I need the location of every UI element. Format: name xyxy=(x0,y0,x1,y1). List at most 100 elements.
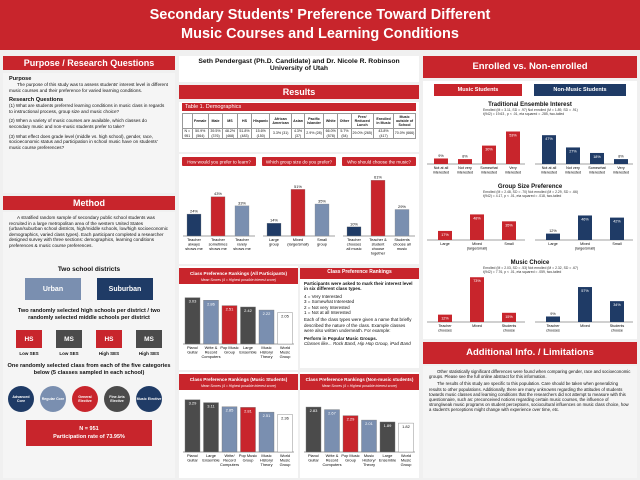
pref-chart-title: How would you prefer to learn? xyxy=(187,159,251,164)
enrolled-bar xyxy=(610,217,624,240)
rank-bar xyxy=(361,419,377,453)
enrolled-bar-label: Mixed (large/small) xyxy=(467,242,487,250)
table-data-row: N = 951 50.9% (564) 39.5% (376) 48.2% (468)… xyxy=(182,127,416,140)
school-ms-low: MS xyxy=(56,330,82,348)
enrolled-bar-label: Large xyxy=(548,242,557,246)
enrolled-stats2: t(942) = 19.63 , p < .01, eta squared = … xyxy=(483,112,564,116)
preference-charts: How would you prefer to learn? 24% Teacher… xyxy=(179,154,419,264)
ranking-charts: Class Preference Rankings (All Participa… xyxy=(179,266,419,478)
additional-p2: The results of this study are specific t… xyxy=(429,381,629,413)
rank-bar xyxy=(221,305,238,345)
scale-1: 1 = Not at all Interested xyxy=(304,310,351,316)
pref-bar-label: Small group xyxy=(317,237,327,246)
affiliation: University of Utah xyxy=(269,65,329,72)
pref-bar-label: Teacher chooses all music xyxy=(346,237,361,251)
pref-chart-header xyxy=(182,157,256,166)
rank-bar-value: 3.03 xyxy=(189,299,198,304)
rank-bar-value: 2.01 xyxy=(365,421,374,426)
classes-title: One randomly selected class from each of… xyxy=(7,363,171,376)
enrolled-bar xyxy=(502,221,516,240)
rank-bar-label: Pop Music Group xyxy=(220,345,238,354)
purpose-heading: Purpose / Research Questions xyxy=(3,56,175,70)
rank-bar-value: 2.51 xyxy=(226,307,235,312)
table-header-cell: Male xyxy=(207,113,224,129)
table-cell: 50.9% (564) xyxy=(191,127,209,140)
pref-bar-label: Teacher always shows me xyxy=(185,237,203,251)
pref-bar-value: 10% xyxy=(350,221,358,226)
rank-info-example: Classes like... Rock Band, Hip Hop Group… xyxy=(304,341,411,347)
rank-bar xyxy=(258,309,275,345)
rank-bar-value: 3.29 xyxy=(189,401,198,406)
enrolled-bar xyxy=(506,131,520,164)
enrolled-bar-label: Somewhat interested xyxy=(588,166,605,174)
table-header-cell: Free/ Reduced Lunch xyxy=(350,113,374,129)
enrolled-section-title: Group Size Preference xyxy=(498,184,563,190)
pref-bar-value: 43% xyxy=(214,191,222,196)
rank-bar xyxy=(221,406,238,453)
rank-title: Class Preference Rankings (Non-music stu… xyxy=(306,377,414,382)
enrolled-bar-value: 27% xyxy=(569,149,577,153)
class-advanced-core: Advanced Core xyxy=(8,386,34,412)
table-header-cell: MS xyxy=(222,113,238,129)
participation-box: N = 951 Participation rate of 73.95% xyxy=(26,420,152,446)
rank-bar-label: Music History/Theory xyxy=(260,345,274,359)
pref-bar-value: 33% xyxy=(238,200,246,205)
enrolled-bar xyxy=(590,152,604,164)
enrolled-section-title: Traditional Ensemble Interest xyxy=(488,102,572,108)
enrolled-bar-label: Small xyxy=(504,242,513,246)
enrolled-stats: Enrolled (M = 3.11, SD = .97) Not enroll… xyxy=(483,108,578,112)
enrolled-bar xyxy=(470,277,484,322)
enrolled-bar-value: 57% xyxy=(581,289,589,293)
rank-subtitle: Mean Scores (4 = Highest possible intere… xyxy=(322,384,397,388)
rank-bar xyxy=(184,399,201,453)
rank-bar xyxy=(379,421,396,453)
table-cell: 15.6% (150) xyxy=(251,127,271,140)
demographics-table-panel: Table 1. Demographics Female Male MS HS Hisp… xyxy=(179,102,419,152)
enrolled-bar-label: Students choose xyxy=(502,324,517,332)
table-cell: 3.3% (31) xyxy=(269,127,292,140)
enrolled-bar xyxy=(434,158,448,164)
table-cell: 29.0% (265) xyxy=(350,127,374,140)
table-cell: 51.8% (483) xyxy=(236,127,253,140)
enrolled-bar-value: 30% xyxy=(485,148,493,152)
table-header-cell xyxy=(182,113,193,129)
pref-bar-value: 14% xyxy=(270,218,278,223)
urban-box: Urban xyxy=(25,278,81,300)
title-line-2: Music Courses and Learning Conditions xyxy=(181,26,459,42)
rank-bar-value: 2.86 xyxy=(207,301,216,306)
enrolled-heading: Enrolled vs. Non-enrolled xyxy=(423,56,637,78)
school-hs-high: HS xyxy=(96,330,122,348)
rank-title: Class Preference Rankings (Music Student… xyxy=(190,377,288,382)
pref-chart-title: Which group size do you prefer? xyxy=(266,159,333,164)
table-cell: 70.0% (666) xyxy=(393,127,416,140)
table-header-cell: Hispanic xyxy=(251,113,271,129)
enrolled-bar-label: Not at all interested xyxy=(541,166,557,174)
table-header-row: Female Male MS HS Hispanic African American As… xyxy=(182,113,416,129)
rank-bar xyxy=(203,402,219,453)
participation-rate: Participation rate of 73.95% xyxy=(53,434,125,440)
method-heading: Method xyxy=(3,196,175,210)
enrolled-bar-label: Large xyxy=(440,242,449,246)
rank-info-panel: Class Preference Rankings Participants w… xyxy=(300,268,419,368)
pref-bar xyxy=(290,189,306,237)
scale-2: 2 = Not very Interested xyxy=(304,304,350,310)
rank-bar-label: Large Ensemble xyxy=(202,453,219,462)
rank-bar-label: Piano/Guitar xyxy=(308,453,320,462)
rank-bar-label: Pop Music Group xyxy=(239,453,257,462)
enrolled-bar-value: 47% xyxy=(545,137,553,141)
nonmusic-students-tab: Non-Music Students xyxy=(534,84,626,96)
enrolled-bar-value: 12% xyxy=(441,317,449,321)
table-cell: N = 951 xyxy=(182,127,193,140)
rank-bar-label: Write & Record Computers xyxy=(201,345,220,359)
school-hs-low: HS xyxy=(16,330,42,348)
rank-bar-label: World Music Group xyxy=(280,345,291,359)
rank-subtitle: Mean Scores (4 = Highest possible intere… xyxy=(201,384,276,388)
rank-bar-label: Pop Music Group xyxy=(341,453,359,462)
pref-bar-label: Teacher sometimes shows me xyxy=(209,237,228,251)
table-header-cell: Pacific Islander xyxy=(304,113,324,129)
pref-chart-title: Who should choose the music? xyxy=(347,159,411,164)
class-regular-core: Regular Core xyxy=(40,386,66,412)
class-fine-arts-elective: Fine Arts Elective xyxy=(104,386,130,412)
enrolled-bar-value: 46% xyxy=(581,217,589,221)
enrolled-bar-value: 42% xyxy=(613,220,621,224)
